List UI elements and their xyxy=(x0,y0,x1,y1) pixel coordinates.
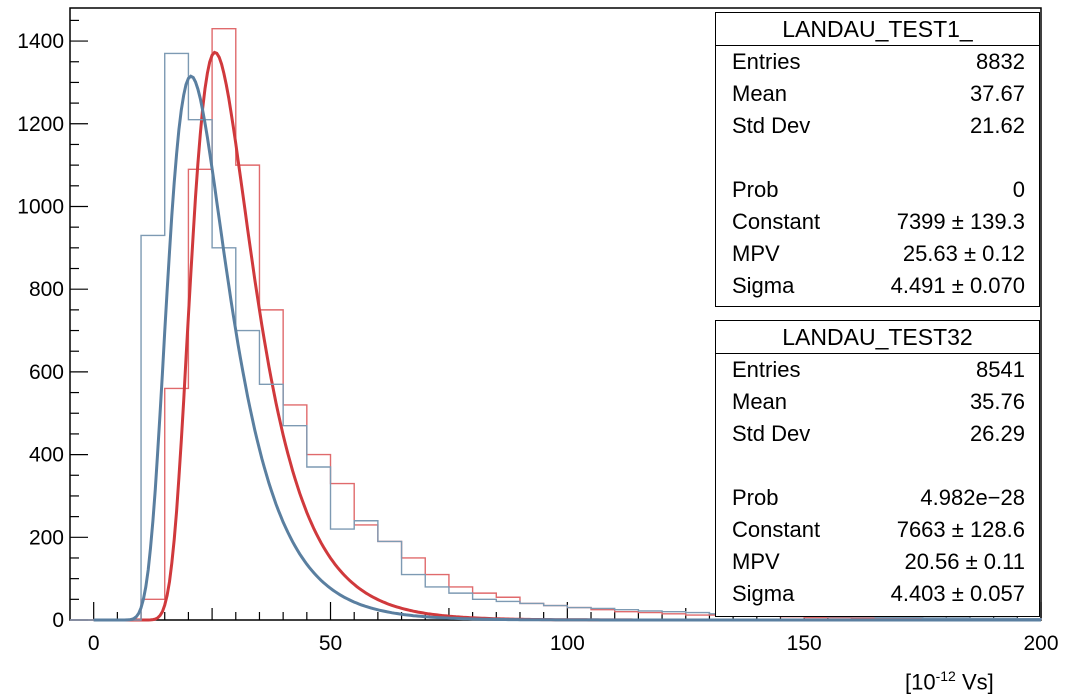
stats-value: 7663 ± 128.6 xyxy=(896,517,1025,542)
stats-row: Prob 0 xyxy=(716,174,1039,206)
stats-value: 4.982e−28 xyxy=(920,485,1025,510)
stats-value: 21.62 xyxy=(969,113,1025,138)
y-tick-label: 1200 xyxy=(17,113,64,136)
stats-gap xyxy=(716,142,1039,174)
stats-row: Mean 37.67 xyxy=(716,78,1039,110)
stats-value: 26.29 xyxy=(969,421,1025,446)
stats-title: LANDAU_TEST1_ xyxy=(716,13,1039,46)
stats-label: Prob xyxy=(732,485,779,510)
y-axis: 0 200 400 600 800 1000 1200 1400 xyxy=(17,19,88,632)
stats-label: Constant xyxy=(732,517,821,542)
stats-value: 0 xyxy=(1012,177,1025,202)
stats-label: Mean xyxy=(732,389,788,414)
y-tick-label: 1000 xyxy=(17,195,64,218)
stats-label: Mean xyxy=(732,81,788,106)
stats-label: Constant xyxy=(732,209,821,234)
stats-label: MPV xyxy=(732,241,780,266)
stats-row: Constant 7399 ± 139.3 xyxy=(716,206,1039,238)
stats-value: 7399 ± 139.3 xyxy=(896,209,1025,234)
stats-label: Std Dev xyxy=(732,113,811,138)
stats-row: Std Dev 26.29 xyxy=(716,418,1039,450)
stats-label: MPV xyxy=(732,549,780,574)
y-tick-label: 0 xyxy=(52,609,64,632)
y-tick-label: 1400 xyxy=(17,30,64,53)
fit-curve-1 xyxy=(93,74,1041,622)
stats-row: Std Dev 21.62 xyxy=(716,110,1039,142)
stats-box-test32: LANDAU_TEST32 Entries 8541 Mean 35.76 Std Dev… xyxy=(715,320,1040,617)
stats-label: Entries xyxy=(732,49,801,74)
stats-row: MPV 25.63 ± 0.12 xyxy=(716,238,1039,270)
series-layer xyxy=(70,27,1042,622)
stats-row: Prob 4.982e−28 xyxy=(716,482,1039,514)
stats-gap xyxy=(716,450,1039,482)
stats-label: Sigma xyxy=(732,273,795,298)
stats-value: 35.76 xyxy=(969,389,1025,414)
stats-row: Entries 8541 xyxy=(716,354,1039,386)
stats-label: Std Dev xyxy=(732,421,811,446)
y-tick-label: 400 xyxy=(29,444,64,467)
x-tick-label: 0 xyxy=(88,632,100,655)
stats-value: 20.56 ± 0.11 xyxy=(904,549,1025,574)
stats-label: Prob xyxy=(732,177,779,202)
y-tick-label: 600 xyxy=(29,361,64,384)
x-axis-unit-label: [10-12 Vs] xyxy=(905,668,994,695)
stats-value: 8541 xyxy=(976,357,1025,382)
x-tick-label: 200 xyxy=(1023,632,1058,655)
stats-value: 8832 xyxy=(976,49,1025,74)
stats-value: 37.67 xyxy=(969,81,1025,106)
stats-value: 25.63 ± 0.12 xyxy=(902,241,1025,266)
stats-row: Sigma 4.403 ± 0.057 xyxy=(716,578,1039,610)
stats-label: Sigma xyxy=(732,581,795,606)
stats-label: Entries xyxy=(732,357,801,382)
x-tick-label: 150 xyxy=(787,632,822,655)
stats-row: Sigma 4.491 ± 0.070 xyxy=(716,270,1039,302)
stats-row: MPV 20.56 ± 0.11 xyxy=(716,546,1039,578)
stats-value: 4.403 ± 0.057 xyxy=(890,581,1025,606)
y-tick-label: 200 xyxy=(29,526,64,549)
y-tick-label: 800 xyxy=(29,278,64,301)
stats-value: 4.491 ± 0.070 xyxy=(890,273,1025,298)
stats-row: Mean 35.76 xyxy=(716,386,1039,418)
stats-row: Constant 7663 ± 128.6 xyxy=(716,514,1039,546)
stats-title: LANDAU_TEST32 xyxy=(716,321,1039,354)
x-tick-label: 100 xyxy=(550,632,585,655)
stats-box-test1: LANDAU_TEST1_ Entries 8832 Mean 37.67 Std Dev… xyxy=(715,12,1040,307)
stats-row: Entries 8832 xyxy=(716,46,1039,78)
x-tick-label: 50 xyxy=(319,632,342,655)
